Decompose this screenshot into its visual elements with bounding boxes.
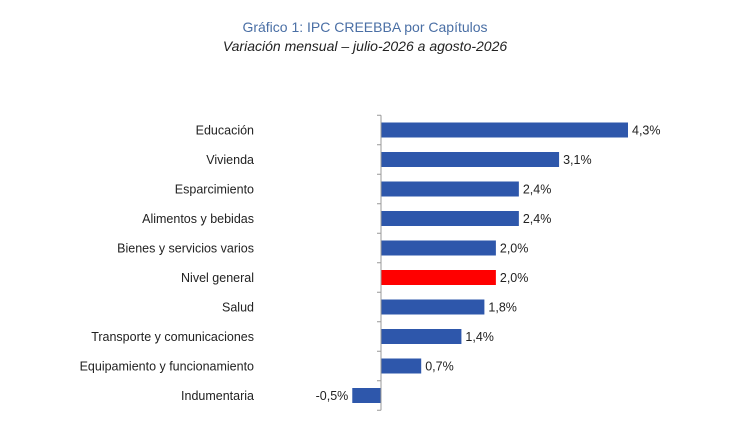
- bar-5: [381, 270, 496, 285]
- chart-title: Gráfico 1: IPC CREEBBA por Capítulos: [242, 19, 488, 35]
- value-label-3: 2,4%: [523, 212, 552, 226]
- category-label-4: Bienes y servicios varios: [117, 242, 254, 256]
- category-label-1: Vivienda: [206, 153, 254, 167]
- category-label-5: Nivel general: [181, 271, 254, 285]
- bar-4: [381, 240, 496, 256]
- chart-subtitle: Variación mensual – julio-2026 a agosto-…: [222, 38, 508, 54]
- value-label-7: 1,4%: [465, 330, 494, 344]
- category-label-2: Esparcimiento: [175, 183, 254, 197]
- bar-1: [381, 152, 560, 167]
- value-label-0: 4,3%: [632, 124, 661, 138]
- bar-3: [381, 211, 519, 226]
- category-label-6: Salud: [222, 301, 254, 315]
- category-label-8: Equipamiento y funcionamiento: [80, 360, 254, 374]
- category-label-9: Indumentaria: [181, 389, 254, 403]
- bar-0: [381, 122, 628, 138]
- value-label-2: 2,4%: [523, 183, 552, 197]
- axis-group: [377, 114, 382, 411]
- bar-7: [381, 329, 462, 344]
- bars-group: Educación 4,3% Vivienda 3,1% Esparcimiento 2,…: [80, 122, 661, 403]
- value-label-6: 1,8%: [488, 301, 517, 315]
- bar-6: [381, 299, 485, 315]
- value-label-9: -0,5%: [316, 389, 349, 403]
- value-label-4: 2,0%: [500, 242, 529, 256]
- category-label-0: Educación: [196, 124, 254, 138]
- bar-9: [352, 388, 381, 403]
- category-label-3: Alimentos y bebidas: [142, 212, 254, 226]
- value-label-1: 3,1%: [563, 153, 592, 167]
- bar-2: [381, 181, 519, 197]
- value-label-5: 2,0%: [500, 271, 529, 285]
- value-label-8: 0,7%: [425, 360, 454, 374]
- category-label-7: Transporte y comunicaciones: [91, 330, 254, 344]
- bar-8: [381, 358, 422, 374]
